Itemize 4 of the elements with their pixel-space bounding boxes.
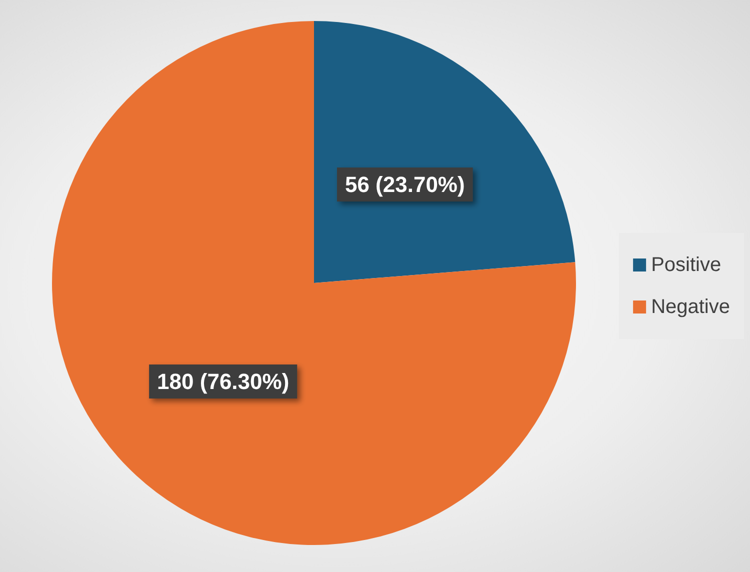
legend-label: Negative	[651, 296, 730, 318]
data-label: 180 (76.30%)	[157, 368, 290, 394]
data-label: 56 (23.70%)	[344, 172, 465, 198]
legend-label: Positive	[651, 254, 722, 276]
